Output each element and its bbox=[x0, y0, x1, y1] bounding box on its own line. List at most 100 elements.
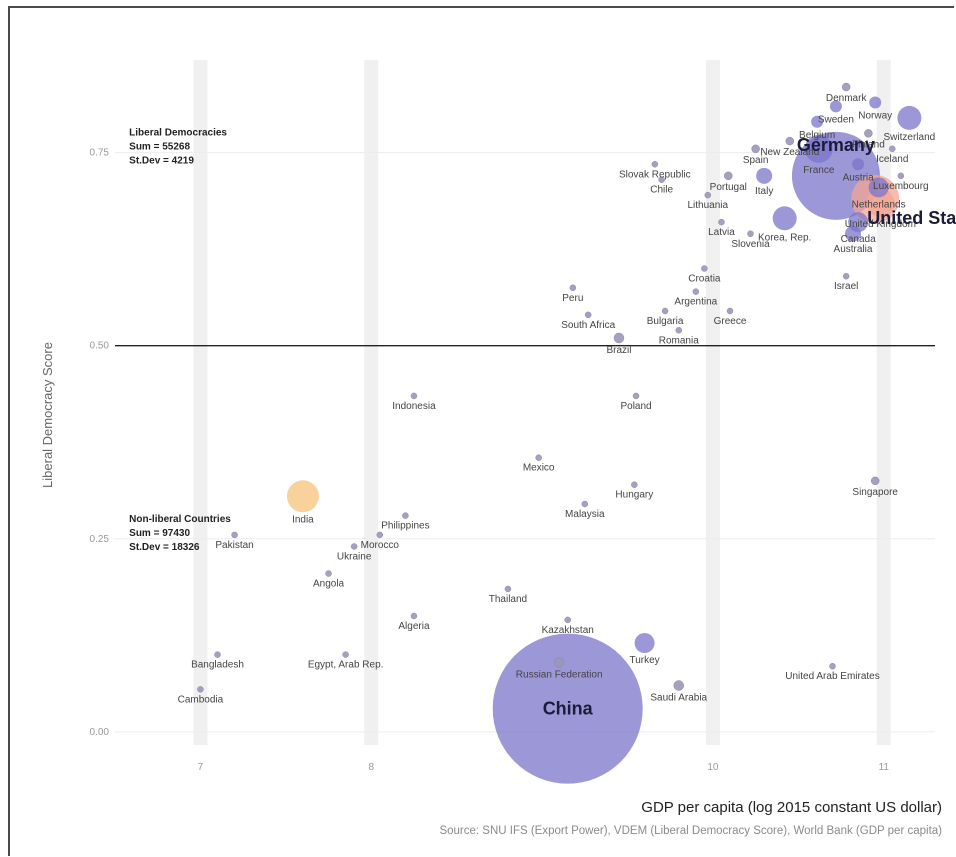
bubble-point bbox=[841, 82, 851, 92]
bubble-point bbox=[342, 651, 349, 658]
annotation-line: Sum = 97430 bbox=[129, 528, 190, 539]
bubble-point bbox=[845, 225, 861, 242]
bubble-point bbox=[726, 307, 734, 315]
point-label: Cambodia bbox=[178, 694, 224, 705]
point-label: Chile bbox=[650, 185, 673, 196]
annotation-line: Sum = 55268 bbox=[129, 142, 190, 153]
point-label: Israel bbox=[834, 281, 858, 292]
bubble-point bbox=[376, 531, 384, 539]
point-label: Mexico bbox=[523, 463, 555, 474]
bubble-point bbox=[651, 161, 659, 168]
bubble-point bbox=[410, 392, 418, 400]
bubble-point bbox=[350, 543, 358, 550]
bubble-point bbox=[661, 307, 669, 315]
bubble-point bbox=[492, 633, 643, 784]
point-label: Bulgaria bbox=[647, 316, 684, 327]
point-label: United States bbox=[867, 208, 956, 228]
bubble-point bbox=[868, 177, 889, 198]
point-label: Ukraine bbox=[337, 552, 372, 563]
point-label: New Zealand bbox=[760, 147, 819, 158]
bubble-point bbox=[584, 311, 592, 319]
bubble-point bbox=[718, 218, 725, 226]
point-label: Romania bbox=[659, 335, 699, 346]
point-label: Thailand bbox=[489, 594, 527, 605]
point-label: Canada bbox=[841, 234, 876, 245]
point-label: Kazakhstan bbox=[542, 625, 594, 636]
x-tick-label: 7 bbox=[198, 762, 204, 773]
point-label: Spain bbox=[743, 155, 769, 166]
bubble-point bbox=[564, 616, 571, 624]
point-label: Netherlands bbox=[852, 199, 906, 210]
point-label: Belgium bbox=[799, 130, 835, 141]
bubble-point bbox=[829, 100, 842, 113]
bubble-point bbox=[673, 680, 684, 691]
bubble-point bbox=[704, 191, 712, 199]
bubble-point bbox=[553, 657, 565, 668]
point-label: Argentina bbox=[674, 297, 717, 308]
point-label: China bbox=[543, 699, 594, 719]
bubble-point bbox=[804, 134, 833, 163]
bubble-point bbox=[569, 284, 577, 292]
annotation-layer: Liberal Democracies Sum = 55268 St.Dev = 4… bbox=[129, 128, 231, 553]
annotation-line: Liberal Democracies bbox=[129, 128, 227, 139]
bubble-point bbox=[842, 272, 850, 280]
point-label: Iceland bbox=[876, 154, 908, 165]
bubble-point bbox=[701, 265, 708, 272]
point-label: Algeria bbox=[398, 621, 430, 632]
point-label: Peru bbox=[562, 293, 583, 304]
chart-frame bbox=[8, 6, 954, 856]
bubble-point bbox=[658, 176, 665, 183]
point-label: United Arab Emirates bbox=[785, 671, 880, 682]
point-label: Morocco bbox=[361, 540, 400, 551]
bubble-point bbox=[692, 288, 700, 295]
point-label: Finland bbox=[852, 139, 885, 150]
bubble-point bbox=[231, 531, 238, 539]
point-label: Italy bbox=[755, 186, 773, 197]
point-label: Bangladesh bbox=[191, 660, 244, 671]
y-tick-label: 0.50 bbox=[90, 341, 110, 352]
bubble-point bbox=[724, 171, 733, 181]
point-label: Hungary bbox=[615, 490, 653, 501]
bubble-layer bbox=[197, 82, 922, 784]
bubble-point bbox=[897, 105, 922, 130]
point-label: Norway bbox=[858, 110, 892, 121]
point-label: France bbox=[803, 165, 835, 176]
point-label: Indonesia bbox=[392, 401, 436, 412]
source-note: Source: SNU IFS (Export Power), VDEM (Li… bbox=[439, 825, 942, 837]
bubble-point bbox=[214, 651, 221, 658]
point-label: Pakistan bbox=[215, 540, 253, 551]
point-label: Denmark bbox=[826, 93, 868, 104]
bubble-point bbox=[756, 167, 773, 184]
x-tick-label: 8 bbox=[368, 762, 374, 773]
point-label: Brazil bbox=[606, 345, 631, 356]
point-label: Australia bbox=[834, 244, 873, 255]
bubble-point bbox=[631, 481, 638, 488]
point-label: United Kingdom bbox=[845, 219, 916, 230]
bubble-point bbox=[613, 332, 625, 344]
point-label: Luxembourg bbox=[873, 181, 929, 192]
bubble-point bbox=[197, 686, 204, 693]
point-label: South Africa bbox=[561, 320, 615, 331]
bubble-point bbox=[897, 172, 905, 180]
bubble-point bbox=[410, 612, 418, 620]
point-label: Egypt, Arab Rep. bbox=[308, 660, 384, 671]
point-label: Sweden bbox=[818, 114, 854, 125]
bubble-point bbox=[889, 145, 896, 153]
bubble-point bbox=[402, 512, 409, 519]
bubble-point bbox=[864, 129, 873, 138]
point-label: Austria bbox=[843, 172, 875, 183]
bubble-point bbox=[675, 327, 682, 334]
bubble-point bbox=[581, 500, 589, 508]
point-label: Malaysia bbox=[565, 509, 605, 520]
bubble-point bbox=[747, 230, 754, 237]
x-tick-label: 10 bbox=[707, 762, 719, 773]
point-label: Slovenia bbox=[731, 239, 770, 250]
point-label: Switzerland bbox=[884, 132, 936, 143]
bubble-point bbox=[772, 206, 797, 231]
bubble-point bbox=[535, 454, 542, 461]
y-axis-label: Liberal Democracy Score bbox=[40, 342, 55, 488]
x-axis-label: GDP per capita (log 2015 constant US dol… bbox=[641, 799, 942, 816]
annotation-line: St.Dev = 18326 bbox=[129, 542, 200, 553]
point-label: Greece bbox=[714, 316, 747, 327]
